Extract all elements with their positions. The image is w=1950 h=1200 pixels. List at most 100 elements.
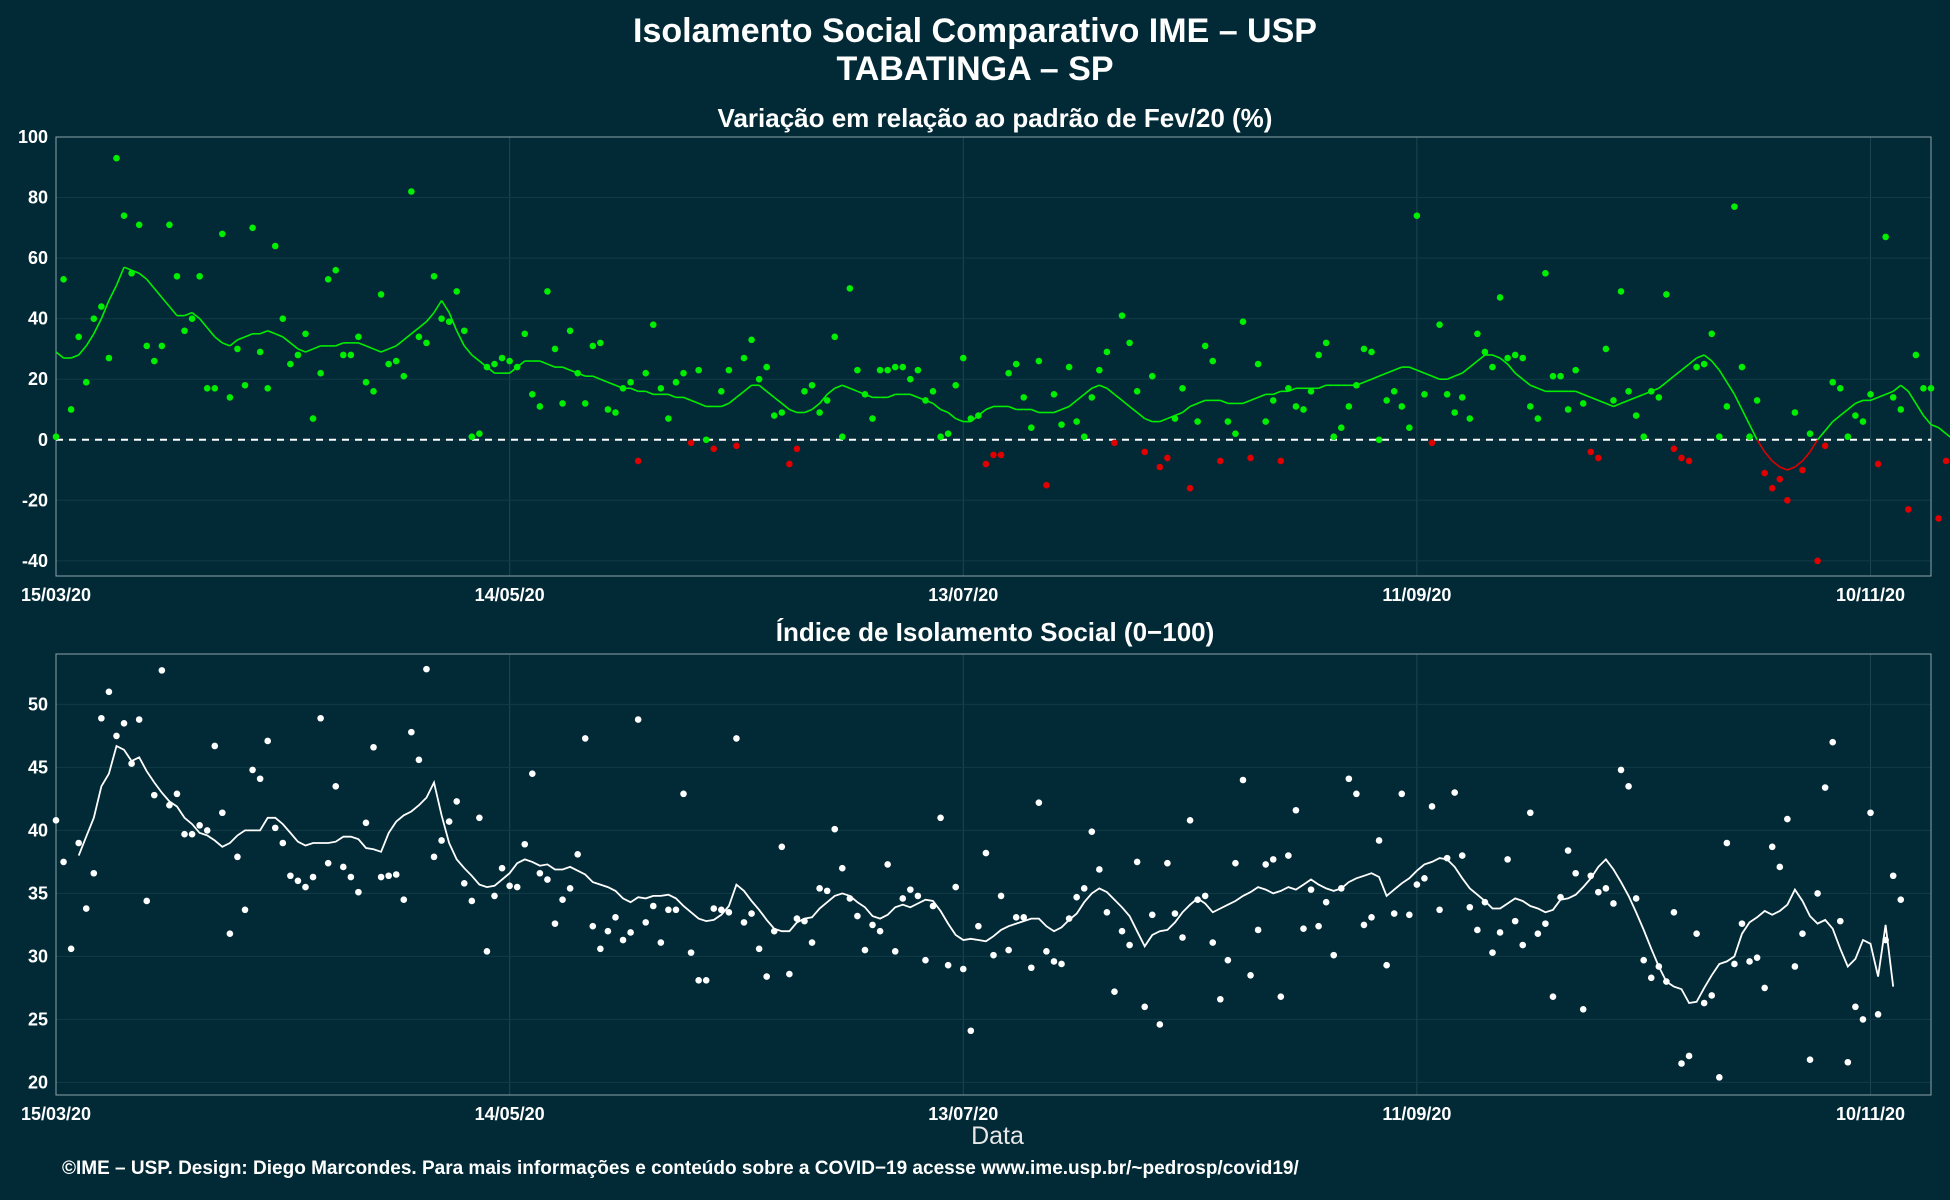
- data-point: [1186, 817, 1194, 824]
- data-point: [1519, 354, 1527, 362]
- data-point: [211, 742, 219, 750]
- moving-average-segment: [1159, 417, 1168, 423]
- data-point: [1035, 799, 1043, 806]
- data-point: [1905, 506, 1912, 513]
- data-point: [1345, 775, 1353, 783]
- data-point: [574, 851, 581, 858]
- data-point: [1269, 856, 1277, 863]
- moving-average-segment: [1688, 357, 1698, 365]
- data-point: [1073, 893, 1080, 901]
- data-point: [362, 378, 370, 386]
- moving-average-segment: [1922, 415, 1932, 426]
- data-point: [1035, 357, 1043, 365]
- moving-average-segment: [1855, 399, 1864, 405]
- moving-average-segment: [433, 300, 443, 314]
- data-point: [60, 275, 67, 283]
- data-point: [1428, 439, 1436, 447]
- y-tick-label: 45: [28, 757, 48, 777]
- data-point: [733, 442, 740, 450]
- data-point: [1678, 1060, 1685, 1067]
- data-point: [188, 830, 196, 838]
- moving-average-segment: [773, 396, 783, 405]
- data-point: [536, 869, 544, 877]
- data-point: [1821, 784, 1829, 791]
- data-point: [1859, 1016, 1867, 1023]
- moving-average-segment: [539, 360, 548, 365]
- data-point: [1481, 348, 1489, 356]
- data-point: [876, 927, 884, 935]
- data-point: [430, 853, 438, 861]
- data-point: [317, 369, 324, 377]
- moving-average-segment: [600, 378, 609, 383]
- data-point: [196, 822, 203, 829]
- moving-average-segment: [1454, 372, 1463, 377]
- data-point: [1232, 859, 1239, 867]
- data-point: [529, 770, 536, 777]
- data-point: [1920, 384, 1927, 392]
- moving-average-segment: [1575, 390, 1584, 396]
- moving-average-segment: [312, 345, 321, 350]
- data-point: [1670, 445, 1678, 453]
- moving-average-segment: [1771, 460, 1781, 468]
- data-point: [869, 921, 876, 929]
- data-point: [816, 409, 823, 416]
- data-point: [1307, 886, 1315, 893]
- data-point: [211, 384, 219, 392]
- moving-average-segment: [78, 345, 87, 356]
- data-point: [1617, 766, 1625, 774]
- data-point: [1050, 958, 1058, 965]
- moving-average-segment: [1409, 366, 1418, 371]
- data-point: [415, 756, 423, 764]
- data-point: [67, 406, 75, 413]
- data-point: [740, 919, 748, 926]
- moving-average-segment: [1598, 399, 1607, 405]
- data-point: [529, 391, 536, 398]
- data-point: [1678, 454, 1685, 462]
- moving-average-segment: [1522, 378, 1531, 386]
- data-point: [1232, 430, 1239, 438]
- data-point: [150, 791, 158, 799]
- data-point: [1844, 433, 1852, 441]
- data-point: [1413, 881, 1421, 888]
- data-point: [944, 961, 952, 969]
- data-point: [1368, 348, 1375, 356]
- data-point: [491, 892, 498, 900]
- moving-average-segment: [1031, 408, 1040, 414]
- moving-average-segment: [1756, 439, 1766, 453]
- data-point: [657, 384, 665, 392]
- data-point: [1390, 910, 1398, 917]
- data-point: [907, 375, 914, 383]
- moving-average-segment: [789, 408, 798, 414]
- data-point: [1285, 852, 1292, 859]
- moving-average-segment: [683, 396, 692, 402]
- panel-variation: -40 -20 0 20 40 60 80 100 15/03/20 14/05/20 13/07/…: [18, 127, 1950, 605]
- data-point: [113, 154, 120, 162]
- data-point: [445, 818, 453, 825]
- data-point: [120, 720, 128, 727]
- data-point: [1353, 790, 1360, 798]
- data-point: [1375, 436, 1383, 444]
- moving-average-segment: [1726, 381, 1736, 395]
- data-point: [166, 801, 173, 809]
- moving-average-segment: [1053, 408, 1062, 414]
- data-point: [1602, 345, 1610, 353]
- moving-average-segment: [932, 402, 942, 411]
- moving-average-segment: [1764, 451, 1773, 462]
- data-point: [173, 790, 181, 798]
- data-point: [1451, 409, 1458, 416]
- data-point: [468, 897, 476, 905]
- data-point: [181, 327, 188, 335]
- data-point: [778, 843, 786, 851]
- data-point: [1156, 463, 1164, 471]
- data-point: [226, 394, 234, 401]
- moving-average-segment: [123, 266, 132, 271]
- data-point: [1519, 941, 1527, 949]
- data-point: [725, 366, 733, 374]
- moving-average-segment: [297, 348, 306, 353]
- data-point: [899, 363, 907, 371]
- data-point: [1148, 911, 1156, 919]
- data-point: [1738, 363, 1746, 371]
- data-point: [733, 735, 740, 742]
- moving-average-segment: [1506, 363, 1516, 374]
- data-point: [1557, 893, 1564, 901]
